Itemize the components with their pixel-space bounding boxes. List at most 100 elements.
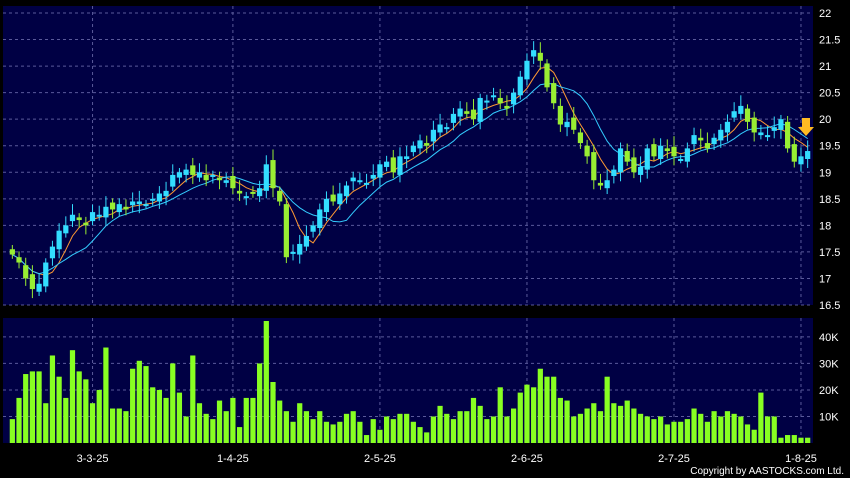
candle-body: [691, 135, 697, 145]
candle-body: [103, 206, 109, 218]
candle-body: [611, 169, 617, 176]
candle-body: [457, 108, 463, 117]
candle-body: [664, 148, 670, 152]
candle-body: [156, 193, 162, 202]
volume-bar: [277, 400, 283, 443]
volume-bar: [103, 347, 109, 443]
volume-bar: [791, 435, 797, 443]
volume-bar: [591, 403, 597, 443]
volume-bar: [190, 355, 196, 443]
candle-body: [490, 95, 497, 98]
volume-bar: [744, 424, 751, 443]
volume-bar: [116, 408, 122, 443]
copyright-text: Copyright by AASTOCKS.com Ltd.: [690, 466, 844, 477]
candle-body: [83, 222, 89, 226]
volume-axis-ticks: 40K 30K 20K 10K: [819, 332, 839, 424]
candle-body: [49, 246, 56, 259]
volume-bar: [684, 419, 690, 443]
volume-bar: [617, 405, 624, 443]
candle-body: [437, 124, 443, 133]
volume-bar: [236, 427, 243, 443]
candle-body: [764, 135, 771, 138]
candle-body: [805, 151, 811, 159]
candle-body: [283, 204, 289, 258]
volume-bar: [470, 397, 477, 443]
volume-bar: [223, 411, 229, 443]
candle-body: [738, 105, 744, 114]
volume-bar: [524, 384, 530, 443]
date-tick-label: 2-6-25: [511, 453, 543, 465]
volume-bar: [417, 427, 423, 443]
volume-bar: [430, 416, 436, 443]
candle-body: [424, 143, 430, 146]
volume-bar: [631, 408, 637, 443]
candle-body: [96, 214, 102, 217]
volume-bar: [751, 429, 757, 443]
volume-bar: [604, 376, 610, 443]
candle-body: [597, 182, 604, 186]
candle-body: [303, 235, 310, 247]
volume-bar: [731, 413, 737, 443]
candle-body: [651, 144, 657, 157]
candle-body: [791, 144, 797, 162]
price-axis-ticks: 22 21.5 21 20.5 20 19.5 19 18.5 18 17.5 17 16.5: [819, 8, 840, 312]
volume-bar: [510, 408, 517, 443]
volume-bar: [557, 397, 563, 443]
candle-body: [89, 212, 96, 222]
volume-bar: [424, 432, 430, 443]
candle-body: [243, 196, 249, 199]
candle-body: [577, 132, 584, 144]
candle-body: [524, 60, 530, 80]
volume-bar: [651, 419, 657, 443]
candle-body: [236, 190, 243, 194]
volume-bar: [738, 416, 744, 443]
volume-bar: [170, 363, 176, 443]
price-tick-label: 18.5: [819, 194, 840, 206]
price-tick-label: 22: [819, 8, 831, 20]
candle-body: [450, 113, 457, 123]
candle-body: [631, 157, 637, 173]
candle-body: [350, 177, 356, 182]
volume-bar: [437, 405, 443, 443]
candle-body: [196, 172, 203, 178]
volume-bar: [711, 411, 717, 443]
candle-body: [397, 156, 403, 175]
candle-body: [63, 225, 69, 234]
candle-body: [711, 137, 717, 145]
candle-body: [731, 111, 737, 118]
volume-bar: [63, 397, 69, 443]
volume-bar: [785, 435, 791, 443]
candle-body: [698, 137, 704, 141]
price-tick-label: 19: [819, 167, 831, 179]
volume-bar: [350, 411, 356, 443]
candle-body: [363, 182, 370, 185]
candle-body: [9, 249, 15, 255]
volume-bar: [150, 387, 156, 443]
candle-body: [684, 148, 690, 162]
date-tick-label: 1-4-25: [217, 453, 249, 465]
candle-body: [290, 251, 296, 254]
candle-body: [444, 127, 450, 130]
volume-bar: [490, 416, 497, 443]
volume-bar: [597, 411, 604, 443]
candle-body: [510, 92, 517, 105]
candle-body: [130, 201, 136, 206]
candle-body: [170, 174, 176, 187]
date-axis-ticks: 3-3-25 1-4-25 2-5-25 2-6-25 2-7-25 1-8-25: [77, 453, 817, 465]
candle-body: [571, 117, 577, 130]
candle-body: [464, 111, 470, 114]
candle-body: [404, 156, 410, 159]
candle-body: [658, 145, 664, 159]
volume-bar: [56, 376, 62, 443]
candle-body: [604, 180, 610, 189]
volume-tick-label: 40K: [819, 332, 839, 344]
candle-body: [183, 169, 189, 175]
candle-body: [16, 257, 22, 263]
volume-bar: [377, 429, 383, 443]
volume-bar: [310, 419, 316, 443]
candle-body: [76, 217, 82, 221]
candle-body: [384, 161, 390, 167]
volume-bar: [29, 371, 35, 443]
candle-body: [123, 206, 129, 210]
volume-bar: [704, 421, 711, 443]
